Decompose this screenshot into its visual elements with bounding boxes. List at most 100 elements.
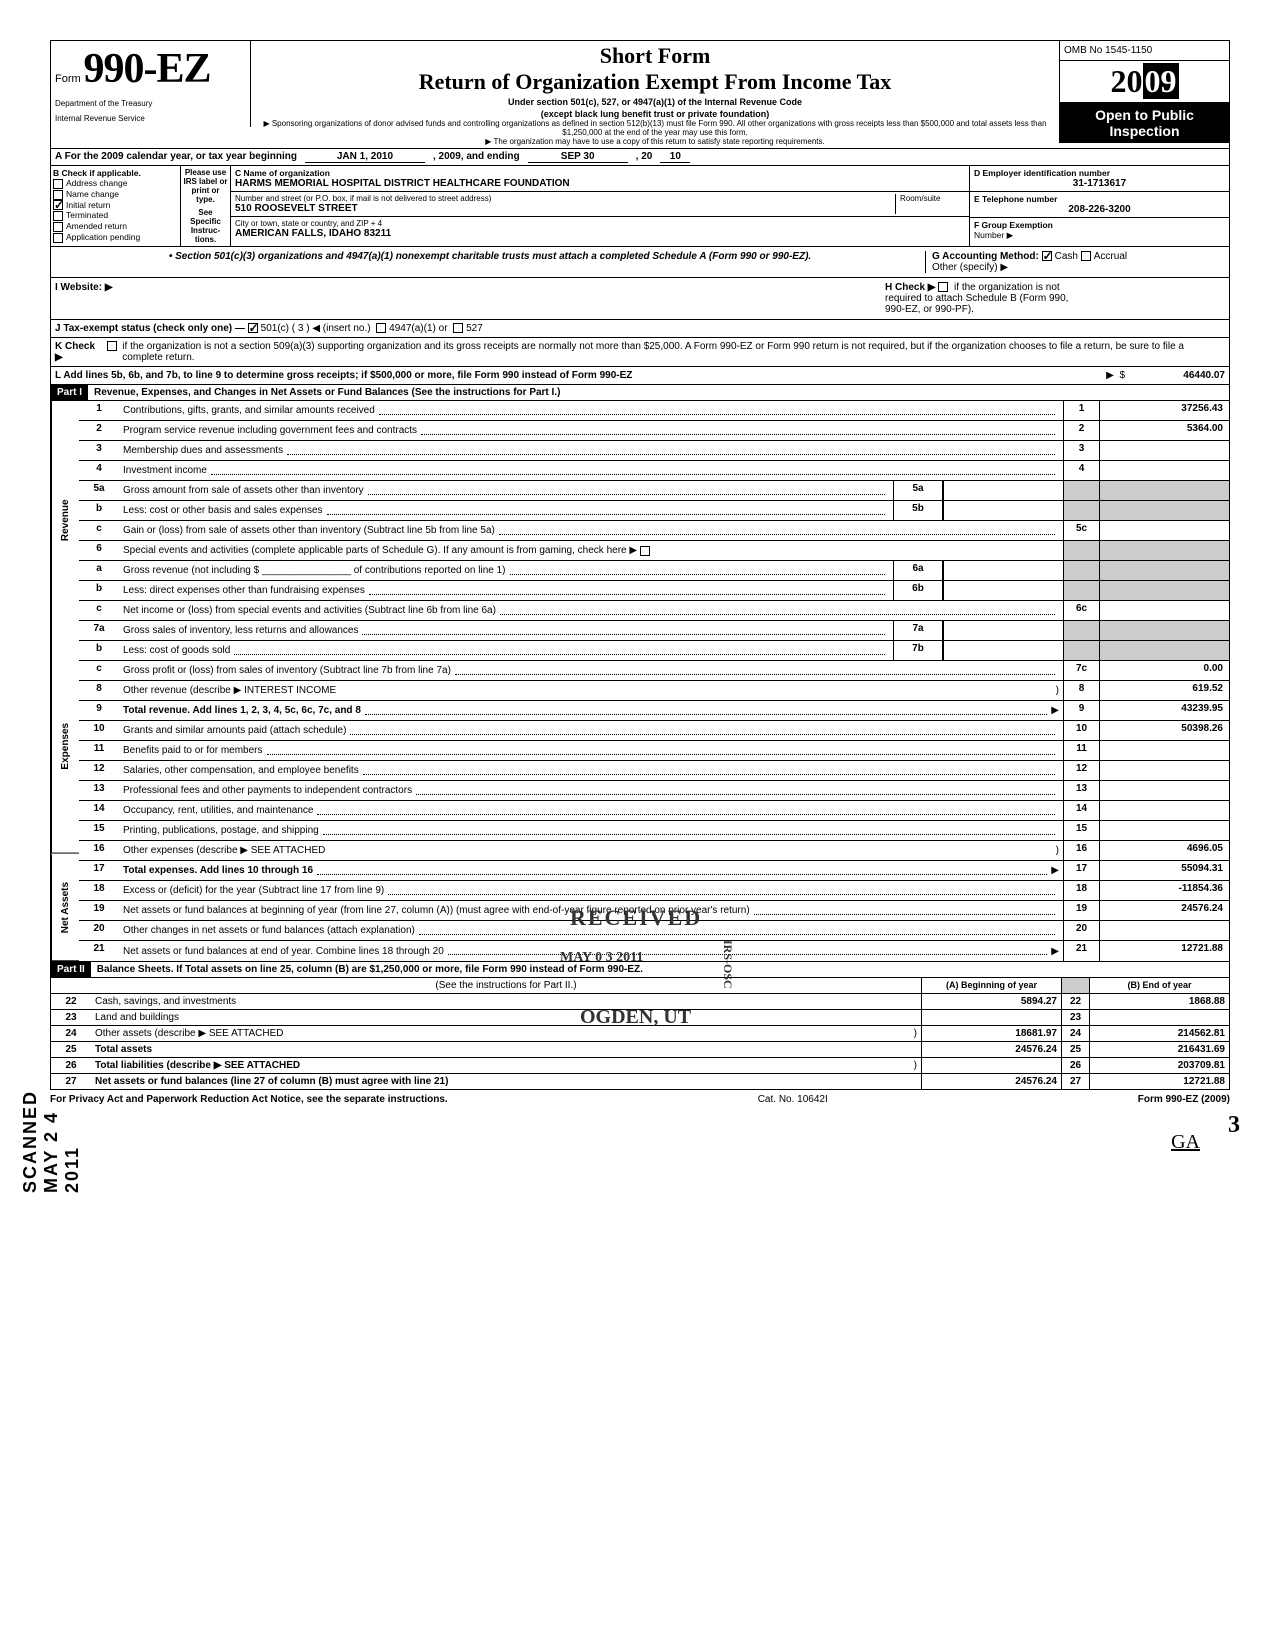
line-5b-val[interactable] — [943, 501, 1063, 520]
line-15-num: 15 — [79, 821, 119, 840]
line-1-desc: Contributions, gifts, grants, and simila… — [123, 405, 375, 416]
line-3-num: 3 — [79, 441, 119, 460]
chk-4947[interactable] — [376, 323, 386, 333]
line-6b-shade2 — [1099, 581, 1229, 600]
line-7c-amt: 0.00 — [1099, 661, 1229, 680]
line-5b-shade2 — [1099, 501, 1229, 520]
line-5c-num: c — [79, 521, 119, 540]
e-value[interactable]: 208-226-3200 — [974, 204, 1225, 215]
bs-24-m: 24 — [1061, 1026, 1089, 1041]
org-info-block: B Check if applicable. Address change Na… — [50, 166, 1230, 247]
lbl-amended: Amended return — [66, 221, 127, 231]
form-header: Form 990-EZ Department of the Treasury I… — [50, 40, 1230, 149]
chk-initial-return[interactable] — [53, 200, 63, 210]
line-6-shade2 — [1099, 541, 1229, 560]
line-21-box: 21 — [1063, 941, 1099, 961]
c-value[interactable]: HARMS MEMORIAL HOSPITAL DISTRICT HEALTHC… — [235, 178, 965, 189]
line-5a-sub: 5a — [893, 481, 943, 500]
year-suffix: 09 — [1143, 63, 1179, 99]
line-h-label: H Check ▶ — [885, 282, 935, 293]
lbl-name-change: Name change — [66, 189, 119, 199]
d-value[interactable]: 31-1713617 — [974, 178, 1225, 189]
line-20-num: 20 — [79, 921, 119, 940]
lbl-pending: Application pending — [66, 232, 140, 242]
chk-pending[interactable] — [53, 233, 63, 243]
line-16-num: 16 — [79, 841, 119, 860]
line-7c-desc: Gross profit or (loss) from sales of inv… — [123, 665, 451, 676]
bs-25-b: 216431.69 — [1089, 1042, 1229, 1057]
line-13-box: 13 — [1063, 781, 1099, 800]
bs-27-a: 24576.24 — [921, 1074, 1061, 1089]
line-6-num: 6 — [79, 541, 119, 560]
bs-25: 25 Total assets 24576.24 25 216431.69 — [51, 1042, 1229, 1058]
part1-title: Revenue, Expenses, and Changes in Net As… — [88, 385, 1229, 400]
line-17-arrow: ▶ — [1051, 865, 1059, 876]
chk-accrual[interactable] — [1081, 251, 1091, 261]
line-6a-shade — [1063, 561, 1099, 580]
line-a-begin[interactable]: JAN 1, 2010 — [305, 151, 425, 163]
line-18-amt: -11854.36 — [1099, 881, 1229, 900]
line-7c: c Gross profit or (loss) from sales of i… — [79, 661, 1229, 681]
bs-26-n: 26 — [51, 1058, 91, 1073]
line-6b-val[interactable] — [943, 581, 1063, 600]
line-a-end-month[interactable]: SEP 30 — [528, 151, 628, 163]
line-7a-val[interactable] — [943, 621, 1063, 640]
chk-amended[interactable] — [53, 222, 63, 232]
g-label: G Accounting Method: — [932, 251, 1039, 262]
line-3-desc: Membership dues and assessments — [123, 445, 283, 456]
lbl-initial-return: Initial return — [66, 200, 110, 210]
chk-terminated[interactable] — [53, 211, 63, 221]
part1-header: Part I Revenue, Expenses, and Changes in… — [50, 385, 1230, 401]
line-15: 15 Printing, publications, postage, and … — [79, 821, 1229, 841]
line-5a-val[interactable] — [943, 481, 1063, 500]
line-i-label: I Website: ▶ — [55, 282, 885, 293]
bs-22: 22 Cash, savings, and investments 5894.2… — [51, 994, 1229, 1010]
side-expenses: Expenses — [51, 640, 79, 854]
line-16-desc: Other expenses (describe ▶ SEE ATTACHED — [123, 845, 325, 856]
line-9-num: 9 — [79, 701, 119, 720]
line-6b-sub: 6b — [893, 581, 943, 600]
line-7b-val[interactable] — [943, 641, 1063, 660]
chk-gaming[interactable] — [640, 546, 650, 556]
line-14-box: 14 — [1063, 801, 1099, 820]
city-value[interactable]: AMERICAN FALLS, IDAHO 83211 — [235, 228, 965, 239]
chk-address-change[interactable] — [53, 179, 63, 189]
line-6a-val[interactable] — [943, 561, 1063, 580]
line-10: 10 Grants and similar amounts paid (atta… — [79, 721, 1229, 741]
line-6a-desc: Gross revenue (not including $ _________… — [123, 565, 506, 576]
e-label: E Telephone number — [974, 194, 1225, 204]
lbl-terminated: Terminated — [66, 210, 108, 220]
bs-26-m: 26 — [1061, 1058, 1089, 1073]
omb-number: OMB No 1545-1150 — [1060, 41, 1229, 61]
chk-h[interactable] — [938, 282, 948, 292]
line-l-arrow: ▶ — [1106, 370, 1114, 381]
bs-23-a — [921, 1010, 1061, 1025]
line-6a: a Gross revenue (not including $ _______… — [79, 561, 1229, 581]
line-j: J Tax-exempt status (check only one) — 5… — [50, 320, 1230, 338]
line-k: K Check ▶ if the organization is not a s… — [50, 338, 1230, 367]
chk-527[interactable] — [453, 323, 463, 333]
line-2-amt: 5364.00 — [1099, 421, 1229, 440]
bs-23: 23 Land and buildings 23 — [51, 1010, 1229, 1026]
stamp-scanned: SCANNED MAY 2 4 2011 — [20, 1090, 83, 1193]
line-a-end-year[interactable]: 10 — [660, 151, 690, 163]
bs-24-b: 214562.81 — [1089, 1026, 1229, 1041]
line-16-box: 16 — [1063, 841, 1099, 860]
line-15-box: 15 — [1063, 821, 1099, 840]
line-21-desc: Net assets or fund balances at end of ye… — [123, 946, 444, 957]
line-16-amt: 4696.05 — [1099, 841, 1229, 860]
addr-value[interactable]: 510 ROOSEVELT STREET — [235, 203, 895, 214]
side-revenue: Revenue — [51, 401, 79, 640]
line-1-box: 1 — [1063, 401, 1099, 420]
line-6: 6 Special events and activities (complet… — [79, 541, 1229, 561]
subtitle-1: Under section 501(c), 527, or 4947(a)(1)… — [257, 97, 1053, 107]
handwritten-3: 3 — [1228, 1112, 1240, 1139]
bs-23-b — [1089, 1010, 1229, 1025]
line-17-desc: Total expenses. Add lines 10 through 16 — [123, 865, 313, 876]
chk-k[interactable] — [107, 341, 117, 351]
chk-501c[interactable] — [248, 323, 258, 333]
part2-instr: (See the instructions for Part II.) — [91, 978, 921, 993]
bs-25-m: 25 — [1061, 1042, 1089, 1057]
chk-cash[interactable] — [1042, 251, 1052, 261]
line-6c-box: 6c — [1063, 601, 1099, 620]
